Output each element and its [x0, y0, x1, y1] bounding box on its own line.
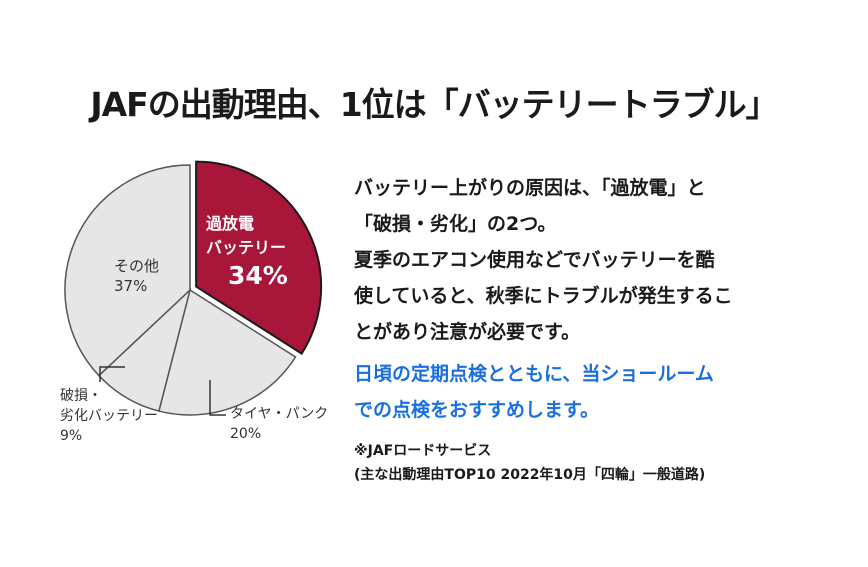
description-line: バッテリー上がりの原因は、「過放電」と — [354, 177, 706, 199]
leader-line-tire — [209, 380, 226, 416]
slice-value: 34% — [228, 261, 288, 290]
source-note: ※JAFロードサービス — [354, 443, 492, 459]
slice-label-tire: タイヤ・パンク 20% — [230, 404, 328, 444]
highlight-line: 日頃の定期点検とともに、当ショールーム — [354, 363, 714, 385]
slice-value: 9% — [60, 428, 83, 444]
slice-name-line1: 破損・ — [60, 388, 102, 404]
description-line: とがあり注意が必要です。 — [354, 321, 581, 343]
slice-name-line2: バッテリー — [206, 238, 287, 257]
page-title: JAFの出動理由、1位は「バッテリートラブル」 — [90, 85, 778, 124]
slice-name-line1: その他 — [114, 257, 160, 275]
slice-name-line1: 過放電 — [206, 214, 255, 233]
slice-label-other: その他 37% — [114, 256, 159, 296]
slice-name-line2: 劣化バッテリー — [60, 408, 158, 424]
leader-line-damage — [99, 366, 125, 382]
description-line: 「破損・劣化」の2つ。 — [354, 213, 557, 235]
description-line: 使していると、秋季にトラブルが発生するこ — [354, 285, 733, 307]
slice-label-damage: 破損・ 劣化バッテリー 9% — [60, 386, 158, 446]
source-detail: (主な出動理由TOP10 2022年10月「四輪」一般道路) — [354, 467, 706, 483]
highlight-line: での点検をおすすめします。 — [354, 399, 600, 421]
slice-other — [64, 164, 191, 377]
slice-value: 37% — [114, 277, 148, 295]
slice-tire — [158, 288, 297, 416]
slice-name-line1: タイヤ・パンク — [230, 406, 329, 422]
slice-overdischarge — [195, 160, 323, 355]
slice-value: 20% — [230, 426, 262, 442]
slice-label-overdischarge: 過放電 バッテリー 34% — [206, 212, 288, 292]
description-line: 夏季のエアコン使用などでバッテリーを酷 — [354, 249, 715, 271]
